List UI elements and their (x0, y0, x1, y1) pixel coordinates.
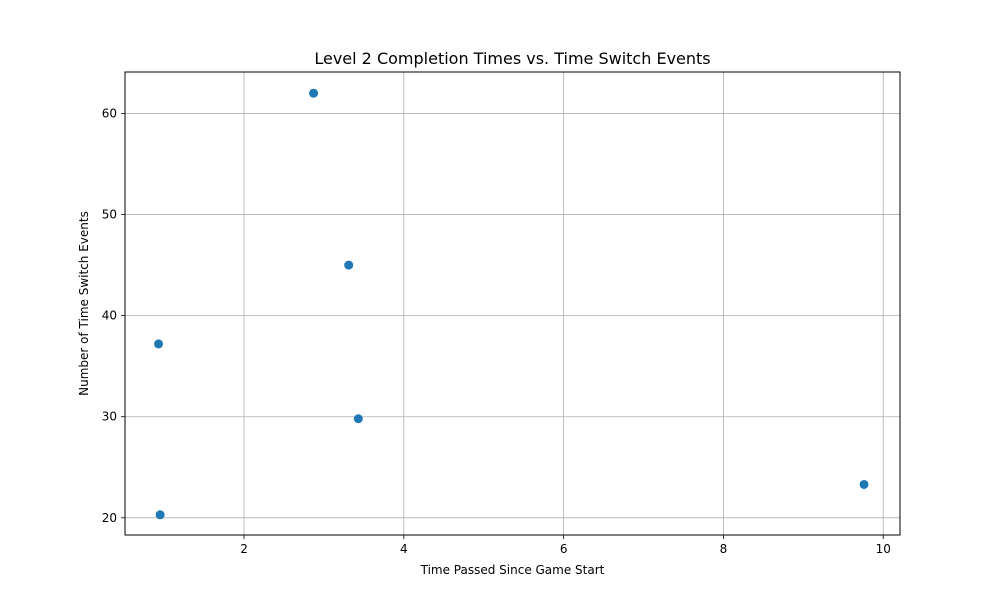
x-tick-label: 8 (720, 542, 728, 556)
data-point (344, 260, 354, 270)
data-point (154, 339, 164, 349)
x-axis-label: Time Passed Since Game Start (420, 563, 605, 577)
data-point (155, 510, 165, 520)
chart-title: Level 2 Completion Times vs. Time Switch… (314, 49, 710, 68)
plot-area-frame (124, 71, 901, 536)
grid-lines (125, 72, 900, 535)
y-axis-label: Number of Time Switch Events (77, 211, 91, 396)
axis-ticks: 2 4 6 8 10 20 30 40 50 60 (102, 106, 891, 556)
x-tick-label: 10 (876, 542, 891, 556)
y-tick-label: 20 (102, 511, 117, 525)
x-tick-label: 6 (560, 542, 568, 556)
y-tick-label: 40 (102, 309, 117, 323)
x-tick-label: 2 (240, 542, 248, 556)
y-tick-label: 60 (102, 106, 117, 120)
data-point (309, 88, 319, 98)
data-point (353, 414, 363, 424)
data-point (859, 479, 869, 489)
y-tick-label: 50 (102, 208, 117, 222)
y-tick-label: 30 (102, 410, 117, 424)
x-tick-label: 4 (400, 542, 408, 556)
data-points (154, 88, 869, 520)
